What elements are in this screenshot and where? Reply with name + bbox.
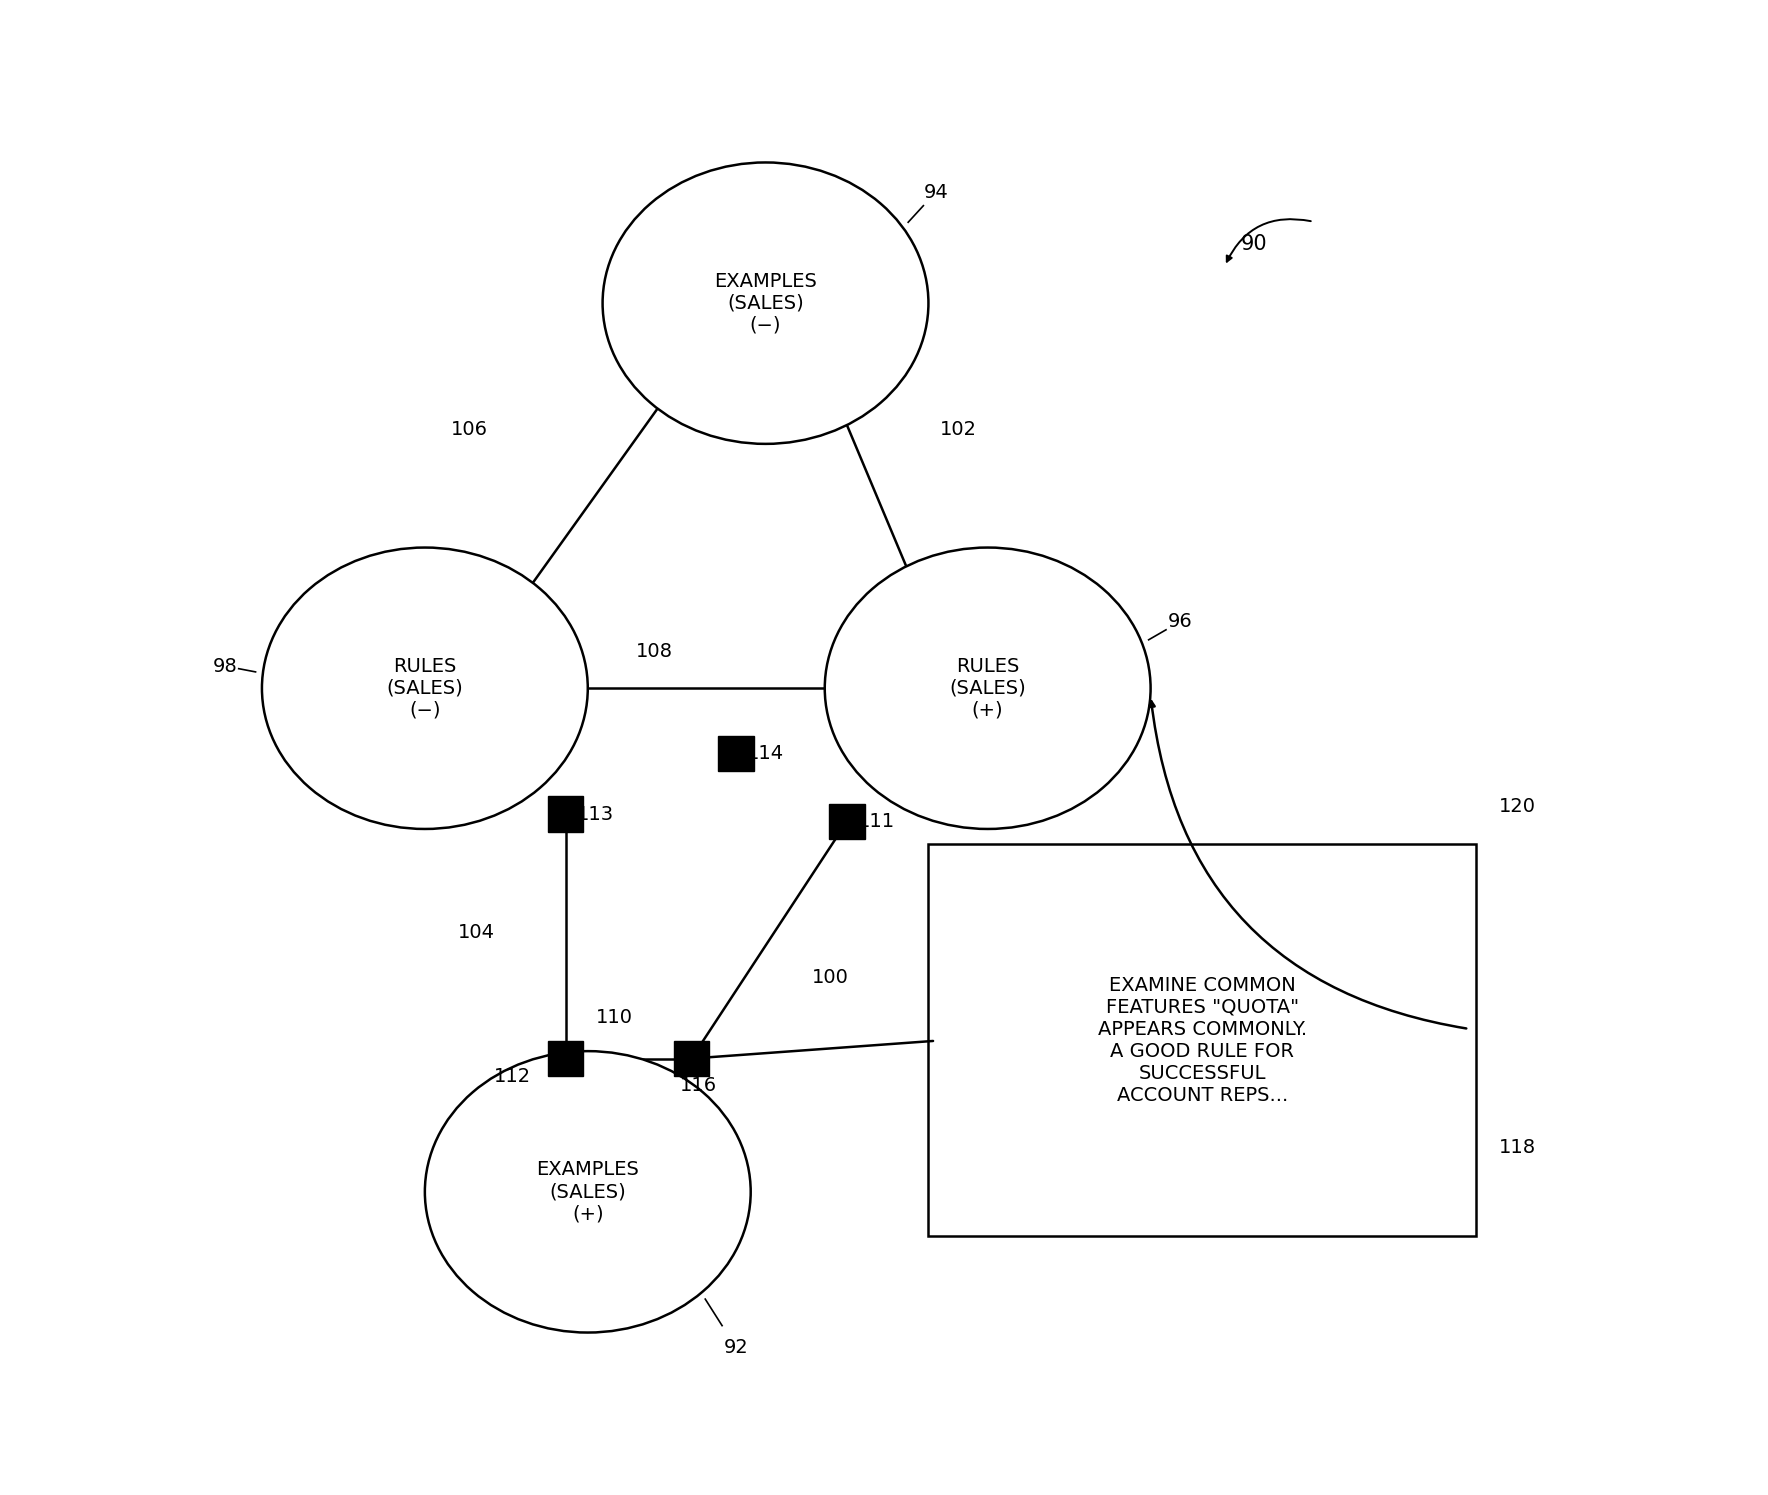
Bar [829,804,865,839]
FancyBboxPatch shape [928,843,1476,1236]
Text: 108: 108 [636,641,674,661]
Ellipse shape [262,547,587,828]
Ellipse shape [424,1051,751,1332]
Text: 110: 110 [596,1008,633,1027]
Text: 100: 100 [812,967,849,987]
Text: 113: 113 [576,804,613,824]
Bar [548,1041,583,1076]
Text: 96: 96 [1169,611,1193,631]
Text: RULES
(SALES)
(+): RULES (SALES) (+) [949,656,1025,719]
Bar [548,797,583,831]
Text: 114: 114 [746,745,783,762]
Text: EXAMPLES
(SALES)
(+): EXAMPLES (SALES) (+) [536,1160,640,1223]
Ellipse shape [824,547,1151,828]
Text: 98: 98 [212,656,237,676]
Text: 118: 118 [1499,1138,1536,1157]
Text: 120: 120 [1499,797,1536,816]
Text: 116: 116 [681,1076,718,1094]
Text: 111: 111 [857,812,895,831]
Text: 104: 104 [458,922,495,942]
Text: 112: 112 [493,1067,530,1085]
Text: 94: 94 [923,182,948,202]
Text: EXAMINE COMMON
FEATURES "QUOTA"
APPEARS COMMONLY.
A GOOD RULE FOR
SUCCESSFUL
ACC: EXAMINE COMMON FEATURES "QUOTA" APPEARS … [1098,976,1307,1105]
Text: RULES
(SALES)
(−): RULES (SALES) (−) [387,656,463,719]
Text: EXAMPLES
(SALES)
(−): EXAMPLES (SALES) (−) [714,272,817,335]
Text: 90: 90 [1241,233,1268,254]
Ellipse shape [603,163,928,444]
Text: 102: 102 [939,420,976,438]
Bar [674,1041,709,1076]
Text: 106: 106 [451,420,488,438]
Text: 92: 92 [723,1338,748,1357]
Bar [718,736,753,771]
